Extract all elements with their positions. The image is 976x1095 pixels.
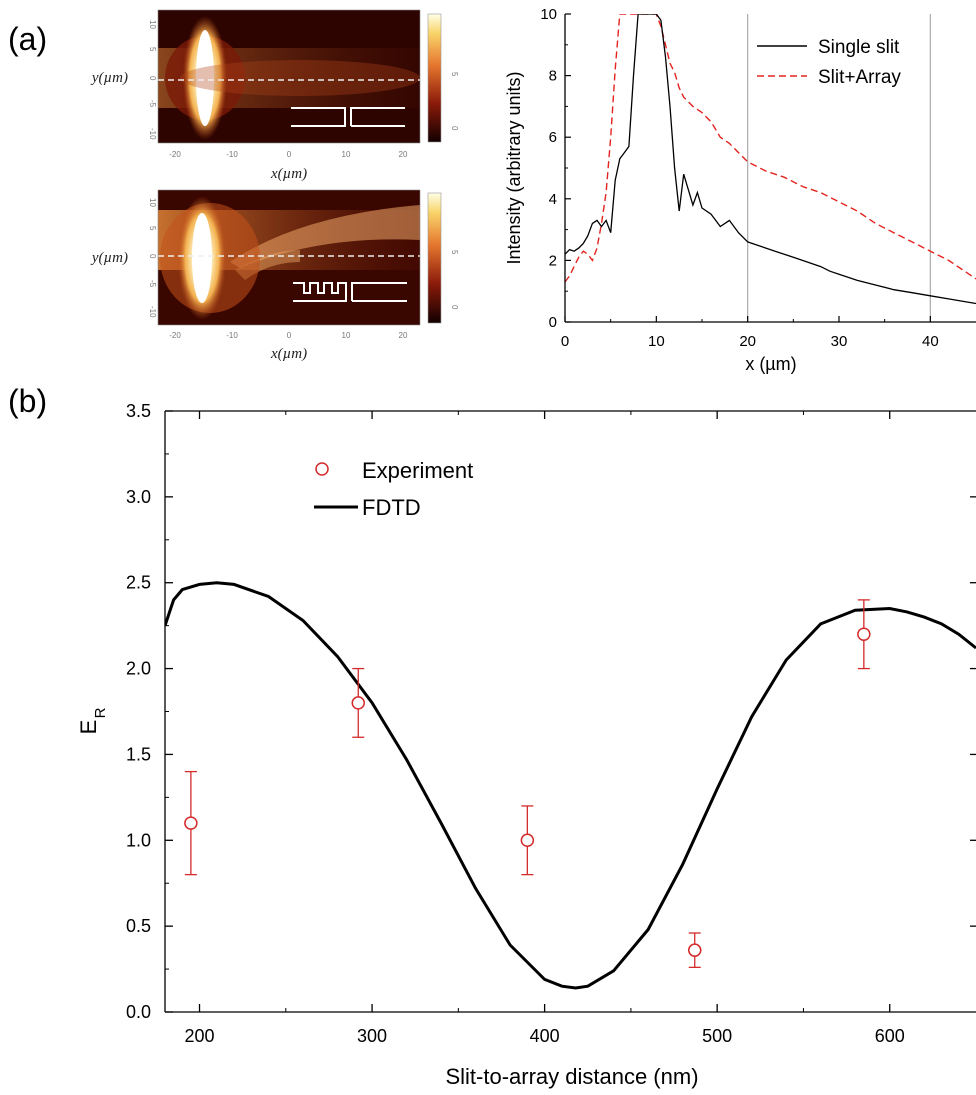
map1-slit-inset [291, 107, 405, 127]
top-xtick-label: 0 [561, 333, 569, 350]
legend-label-experiment: Experiment [362, 458, 473, 483]
bottom-xtick-label: 200 [184, 1026, 214, 1046]
map2-ytick: -10 [148, 306, 157, 318]
bottom-xtick-label: 400 [530, 1026, 560, 1046]
bottom-ticks: 200 300 400 500 600 0.0 0.5 1.0 1.5 2.0 2.5 3.0 3.5 [126, 401, 976, 1046]
map2-xtick: 10 [342, 331, 351, 340]
bottom-x-axis-label: Slit-to-array distance (nm) [445, 1064, 698, 1089]
bottom-ytick-label: 1.5 [126, 744, 151, 764]
bottom-ytick-label: 0.5 [126, 916, 151, 936]
map2-ytick: 5 [148, 226, 157, 231]
experiment-point [520, 833, 535, 848]
experiment-points [184, 599, 871, 969]
map1-ytick: 10 [148, 20, 157, 29]
top-ticks: 0 10 20 30 40 0 2 4 6 8 10 [540, 6, 938, 350]
top-ytick-label: 10 [540, 6, 557, 23]
top-xtick-label: 10 [648, 333, 665, 350]
map2-slit-array-inset [293, 282, 407, 302]
legend-label-single-slit: Single slit [818, 37, 900, 58]
bottom-xtick-label: 300 [357, 1026, 387, 1046]
panel-label-b: (b) [8, 383, 47, 419]
bottom-legend: Experiment FDTD [314, 458, 473, 520]
map2-xtick: -20 [169, 331, 181, 340]
map1-xlabel: x(µm) [270, 166, 307, 182]
map2-xtick: -10 [226, 331, 238, 340]
series-line-slit-array [565, 14, 976, 283]
map2-colorbar: 5 0 [427, 192, 459, 324]
intensity-line-chart: 0 10 20 30 40 0 2 4 6 8 10 x (µm) Intensity (arbit… [504, 6, 976, 374]
er-label-subscript: R [92, 707, 109, 718]
map2-xtick: 0 [287, 331, 292, 340]
map1-colorbar: 5 0 [427, 13, 459, 143]
top-ytick-label: 0 [549, 314, 557, 331]
top-vlines [747, 14, 931, 322]
map1-xticks: -20 -10 0 10 20 [169, 150, 408, 159]
bottom-ytick-label: 3.5 [126, 401, 151, 421]
bottom-ytick-label: 1.0 [126, 830, 151, 850]
map1-cbar-tick-5: 5 [450, 72, 459, 77]
map1-ytick: -5 [148, 100, 157, 108]
map2-cbar-tick-5: 5 [450, 250, 459, 255]
experiment-point [351, 696, 366, 710]
legend-marker-experiment [315, 462, 329, 476]
er-vs-distance-chart: 200 300 400 500 6000.00.51.01.52.02.53.03.5 … [76, 401, 976, 1089]
top-x-axis-label: x (µm) [745, 354, 796, 374]
map1-cbar-tick-0: 0 [450, 126, 459, 131]
experiment-point [687, 943, 702, 957]
bottom-xtick-label: 500 [702, 1026, 732, 1046]
map2-xtick: 20 [399, 331, 408, 340]
bottom-y-axis-label: E R [76, 707, 109, 734]
map1-ylabel: y(µm) [90, 70, 128, 86]
bottom-ytick-label: 3.0 [126, 487, 151, 507]
map2-yticks: 10 5 0 -5 -10 [148, 198, 157, 318]
map1-xtick: 10 [342, 150, 351, 159]
top-xtick-label: 40 [922, 333, 939, 350]
series-line-single-slit [565, 14, 976, 305]
map1-xtick: 20 [399, 150, 408, 159]
top-y-axis-label: Intensity (arbitrary units) [504, 71, 524, 264]
map2-xlabel: x(µm) [270, 346, 307, 362]
bottom-ytick-label: 2.5 [126, 573, 151, 593]
map2-ytick: 10 [148, 198, 157, 207]
map2-ytick: -5 [148, 280, 157, 288]
top-ytick-label: 8 [549, 68, 557, 85]
top-ytick-label: 2 [549, 252, 557, 269]
top-legend: Single slit Slit+Array [757, 37, 901, 88]
bottom-ytick-label: 2.0 [126, 659, 151, 679]
map1-ytick: 5 [148, 47, 157, 52]
top-ytick-label: 6 [549, 129, 557, 146]
experiment-point [184, 816, 198, 830]
bottom-xtick-label: 600 [875, 1026, 905, 1046]
map2-ytick: 0 [148, 254, 157, 259]
field-map-single-slit: 5 0 -20 -10 0 10 20 10 5 0 -5 -10 x(µm) … [90, 9, 459, 182]
legend-label-slit-array: Slit+Array [818, 67, 901, 88]
top-xtick-label: 20 [739, 333, 756, 350]
map1-ytick: -10 [148, 128, 157, 140]
map2-ylabel: y(µm) [90, 250, 128, 266]
map1-xtick: -10 [226, 150, 238, 159]
field-map-slit-array: 5 0 -20 -10 0 10 20 10 5 0 -5 -10 x(µm) … [90, 189, 459, 362]
bottom-ytick-label: 0.0 [126, 1002, 151, 1022]
map1-ytick: 0 [148, 76, 157, 81]
top-xtick-label: 30 [831, 333, 848, 350]
map1-yticks: 10 5 0 -5 -10 [148, 20, 157, 140]
map1-xtick: -20 [169, 150, 181, 159]
map2-xticks: -20 -10 0 10 20 [169, 331, 408, 340]
er-label-main: E [76, 720, 101, 735]
map2-cbar-tick-0: 0 [450, 305, 459, 310]
fdtd-curve [165, 581, 976, 990]
legend-label-fdtd: FDTD [362, 495, 421, 520]
map1-xtick: 0 [287, 150, 292, 159]
experiment-point [857, 627, 871, 641]
top-ytick-label: 4 [549, 191, 557, 208]
panel-label-a: (a) [8, 21, 47, 57]
